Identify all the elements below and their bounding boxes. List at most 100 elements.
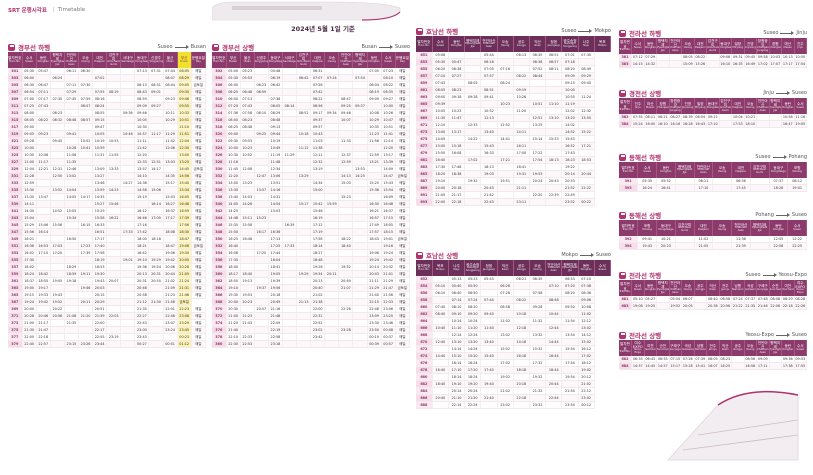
table-row: 337 13:30 13:47 14:05 14:17 14:35 15:19 15:43 16…	[8, 193, 207, 201]
time-cell: 23:30	[367, 319, 382, 327]
time-cell	[296, 228, 312, 236]
time-cell: 20:28	[177, 263, 192, 271]
time-cell	[120, 263, 136, 271]
column-header: 신경주Singyeongju	[148, 52, 164, 68]
time-cell: 15:59	[324, 200, 340, 208]
time-cell: 22:18	[448, 198, 466, 206]
time-cell: 11:29	[282, 151, 298, 159]
time-cell	[64, 228, 79, 236]
column-header-ko: 광주송정	[466, 262, 480, 267]
time-cell	[480, 156, 498, 164]
time-cell: 12:33	[464, 121, 482, 129]
time-cell	[120, 333, 136, 341]
time-cell	[480, 79, 498, 87]
time-cell	[480, 373, 498, 381]
time-cell: 08:48	[268, 116, 283, 124]
column-header-ko: 동대구	[660, 224, 671, 229]
time-cell	[254, 179, 269, 187]
time-cell: 금토일	[395, 235, 411, 243]
column-header: 공주 Gongju	[513, 36, 530, 52]
column-header: 나주 Naju	[578, 36, 595, 52]
table-row: 331 12:28 12:50 13:02 13:27 14:10 14:35 14:56 매일	[8, 172, 207, 180]
time-cell: 14:41	[497, 135, 514, 143]
time-cell: 07:10	[545, 282, 563, 290]
time-cell	[578, 163, 595, 171]
time-cell: 10:11	[163, 109, 178, 117]
time-cell	[254, 193, 269, 201]
time-cell	[78, 109, 94, 117]
time-cell: 08:49	[578, 65, 595, 73]
table-row: 651 05:08 05:44 06:13 06:35 06:51 07:01 07:30	[416, 52, 611, 59]
time-cell: 11:31	[92, 151, 108, 159]
time-cell	[367, 144, 382, 152]
time-cell: 15:58	[92, 214, 108, 222]
time-cell: 10:55	[561, 93, 579, 101]
time-cell: 09:39	[432, 100, 449, 108]
train-number-cell: 659	[416, 79, 433, 87]
time-cell: 11:29	[163, 130, 178, 138]
time-cell: 13:53	[352, 165, 368, 173]
table-row: 654 05:10 05:40 05:50 06:28 07:10 07:20 07:38	[416, 282, 611, 290]
time-cell	[106, 270, 122, 278]
time-cell: 17:03	[50, 242, 65, 250]
time-cell: 20:51	[92, 305, 108, 313]
time-cell	[545, 198, 563, 206]
time-cell: 17:30	[22, 256, 37, 264]
column-header-ko: 천안아산	[757, 340, 768, 350]
time-cell: 17:33	[282, 242, 298, 250]
time-cell	[282, 158, 298, 166]
time-cell	[282, 172, 298, 180]
time-cell: 07:23	[381, 68, 396, 75]
time-cell: 08:10	[381, 74, 396, 82]
column-header-en: Train No.	[619, 289, 631, 293]
train-number-cell: 665	[416, 100, 433, 108]
time-cell: 09:53	[794, 356, 807, 363]
time-cell: 09:23	[163, 95, 178, 103]
time-cell	[296, 263, 312, 271]
time-cell: 16:33	[480, 149, 498, 157]
time-cell	[338, 270, 354, 278]
time-cell: 15:14	[529, 135, 547, 143]
time-cell: 19:36	[134, 263, 150, 271]
time-cell: 05:08	[432, 52, 449, 59]
time-cell	[529, 352, 547, 360]
train-number-cell: 310	[212, 95, 227, 103]
time-cell	[448, 121, 466, 129]
time-cell: 22:30	[226, 340, 241, 348]
time-cell: 매일	[395, 123, 411, 131]
time-cell: 매일	[395, 228, 411, 236]
time-cell: 08:28	[794, 296, 807, 303]
time-cell: 13:19	[310, 165, 326, 173]
time-cell: 09:21	[706, 114, 720, 121]
time-cell: 07:24	[731, 296, 745, 303]
time-cell: 18:55	[36, 277, 51, 285]
time-cell: 매일	[191, 228, 207, 236]
train-number-cell: 365	[8, 291, 23, 299]
time-cell: 20:14	[367, 263, 382, 271]
time-cell: 16:53	[36, 242, 51, 250]
time-cell	[296, 102, 312, 110]
time-cell: 21:20	[78, 312, 94, 320]
column-header: 울산 Ulsan	[240, 52, 255, 68]
section-title: 호남선 하행 Suseo Mokpo	[416, 26, 611, 36]
column-header-ko: 평택지제	[563, 262, 577, 267]
column-header-en: Pyeongtaek Jije	[657, 46, 668, 53]
time-cell: 21:07	[338, 284, 354, 292]
time-cell: 10:04	[731, 114, 745, 121]
table-row: 670 12:40 13:10 13:20 13:40 14:18 14:44 15:02	[416, 338, 611, 346]
time-cell: 11:54	[561, 317, 579, 325]
time-cell	[513, 79, 530, 87]
time-cell: 21:23	[163, 291, 178, 299]
time-cell: 19:52	[50, 298, 65, 306]
time-cell	[254, 235, 269, 243]
time-cell: 21:46	[756, 302, 770, 310]
time-cell	[268, 88, 283, 96]
time-cell	[282, 137, 298, 145]
time-cell	[497, 114, 514, 122]
column-header: 오송 Osong	[712, 220, 732, 236]
table-row: 691 21:00 21:17 21:42 22:20 22:39 22:49	[416, 191, 611, 199]
time-cell: 11:12	[296, 144, 312, 152]
table-row: 381 07:12 07:29 08:05 08:22 09:06 09:31 09:45 09…	[619, 54, 807, 61]
time-cell: 15:25	[367, 179, 382, 187]
